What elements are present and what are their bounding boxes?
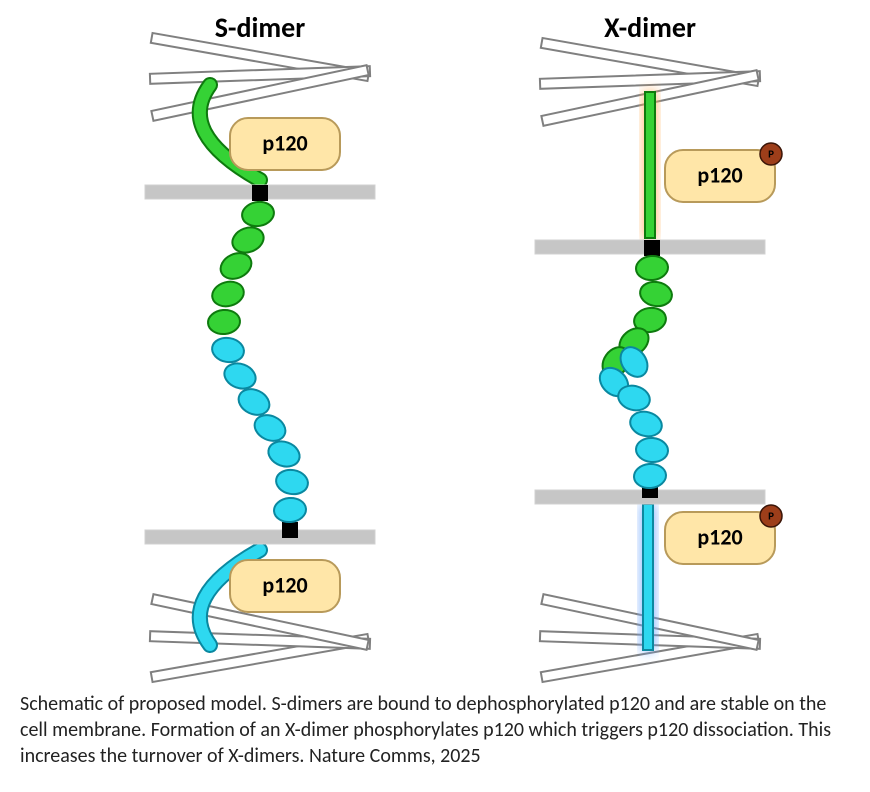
panel-title: S-dimer <box>215 10 305 45</box>
p120-label: p120 <box>262 129 307 156</box>
p120-label: p120 <box>697 523 742 550</box>
ec-domain-bead <box>207 309 241 336</box>
p120-label: p120 <box>697 161 742 188</box>
ec-domain-bead <box>273 497 307 524</box>
ec-domain-bead <box>635 255 669 282</box>
ec-domain-bead <box>229 223 267 256</box>
phosphate-label: P <box>768 148 774 161</box>
ec-domain-bead <box>633 463 667 490</box>
phosphate-label: P <box>768 510 774 523</box>
panel-title: X-dimer <box>604 10 696 45</box>
figure-caption: Schematic of proposed model. S-dimers ar… <box>20 692 831 768</box>
transmembrane-anchor <box>644 240 660 256</box>
ec-domain-bead <box>210 335 246 364</box>
ec-domain-bead <box>627 408 664 439</box>
ec-domain-bead <box>265 437 303 470</box>
ec-domain-bead <box>221 359 259 392</box>
diagram-canvas: p120 p120 S-dimer p120 Pp120 P X-dimer Schemati… <box>0 0 870 792</box>
ec-domain-bead <box>216 248 255 283</box>
ec-domain-bead <box>209 278 246 309</box>
ec-domain-bead <box>638 279 674 308</box>
p120-label: p120 <box>262 571 307 598</box>
ec-domain-bead <box>635 437 669 464</box>
cytoplasmic-rod <box>645 92 655 238</box>
ec-domain-bead <box>240 199 276 228</box>
membrane-bar <box>145 530 375 544</box>
transmembrane-anchor <box>252 185 268 201</box>
ec-domain-bead <box>274 467 310 496</box>
cytoplasmic-rod <box>643 504 653 650</box>
transmembrane-anchor <box>282 522 298 538</box>
